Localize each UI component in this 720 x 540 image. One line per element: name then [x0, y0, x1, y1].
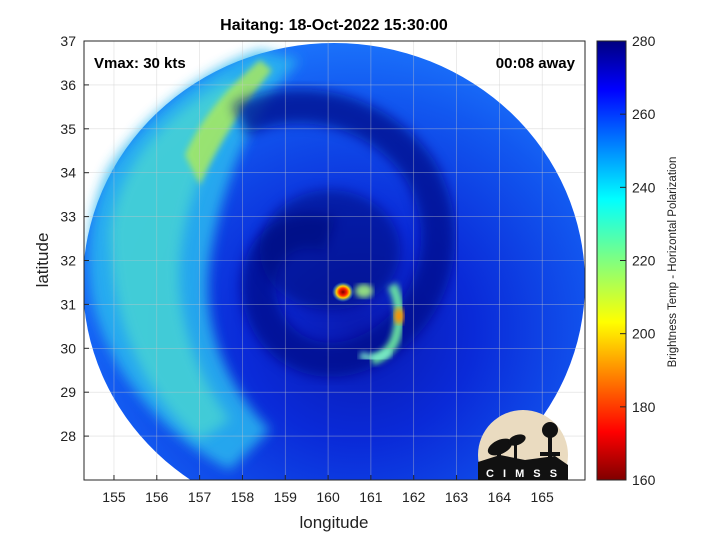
x-tick-label: 155 [102, 489, 126, 505]
x-axis-ticks: 155 156 157 158 159 160 161 162 163 164 165 [102, 475, 554, 505]
colorbar: 160 180 200 220 240 260 280 Brightness Temp - … [596, 33, 679, 488]
x-tick-label: 162 [402, 489, 426, 505]
y-tick-label: 36 [60, 77, 76, 93]
chart-title: Haitang: 18-Oct-2022 15:30:00 [220, 17, 448, 34]
y-tick-label: 33 [60, 209, 76, 225]
warm-streak [185, 60, 272, 185]
x-axis-label: longitude [299, 513, 368, 532]
colorbar-tick-label: 180 [632, 399, 656, 415]
y-tick-label: 29 [60, 384, 76, 400]
colorbar-ticks: 160 180 200 220 240 260 280 [620, 33, 656, 488]
cimss-logo: C I M S S [478, 410, 568, 480]
y-tick-label: 32 [60, 253, 76, 269]
colorbar-label: Brightness Temp - Horizontal Polarizatio… [667, 157, 679, 368]
convective-core [332, 282, 354, 302]
x-tick-label: 164 [488, 489, 512, 505]
y-axis-label: latitude [33, 233, 52, 288]
x-tick-label: 165 [530, 489, 554, 505]
x-tick-label: 158 [231, 489, 255, 505]
x-tick-label: 163 [445, 489, 469, 505]
colorbar-tick-label: 260 [632, 106, 656, 122]
vmax-annotation: Vmax: 30 kts [94, 55, 186, 72]
y-tick-label: 28 [60, 428, 76, 444]
colorbar-tick-label: 240 [632, 179, 656, 195]
x-tick-label: 160 [316, 489, 340, 505]
colorbar-tick-label: 220 [632, 253, 656, 269]
cimss-logo-text: C I M S S [486, 468, 560, 480]
colorbar-tick-label: 160 [632, 472, 656, 488]
map-imagery [84, 43, 585, 480]
y-tick-label: 31 [60, 296, 76, 312]
x-tick-label: 161 [359, 489, 383, 505]
x-tick-label: 157 [188, 489, 212, 505]
colorbar-tick-label: 200 [632, 326, 656, 342]
y-tick-label: 35 [60, 121, 76, 137]
y-tick-label: 37 [60, 33, 76, 49]
colorbar-tick-label: 280 [632, 33, 656, 49]
cloud-band-west-inner [110, 80, 250, 440]
y-tick-label: 34 [60, 165, 76, 181]
y-tick-label: 30 [60, 340, 76, 356]
x-tick-label: 159 [274, 489, 298, 505]
time-away-annotation: 00:08 away [496, 55, 576, 72]
x-tick-label: 156 [145, 489, 169, 505]
y-axis-ticks: 28 29 30 31 32 33 34 35 36 37 [60, 33, 89, 444]
